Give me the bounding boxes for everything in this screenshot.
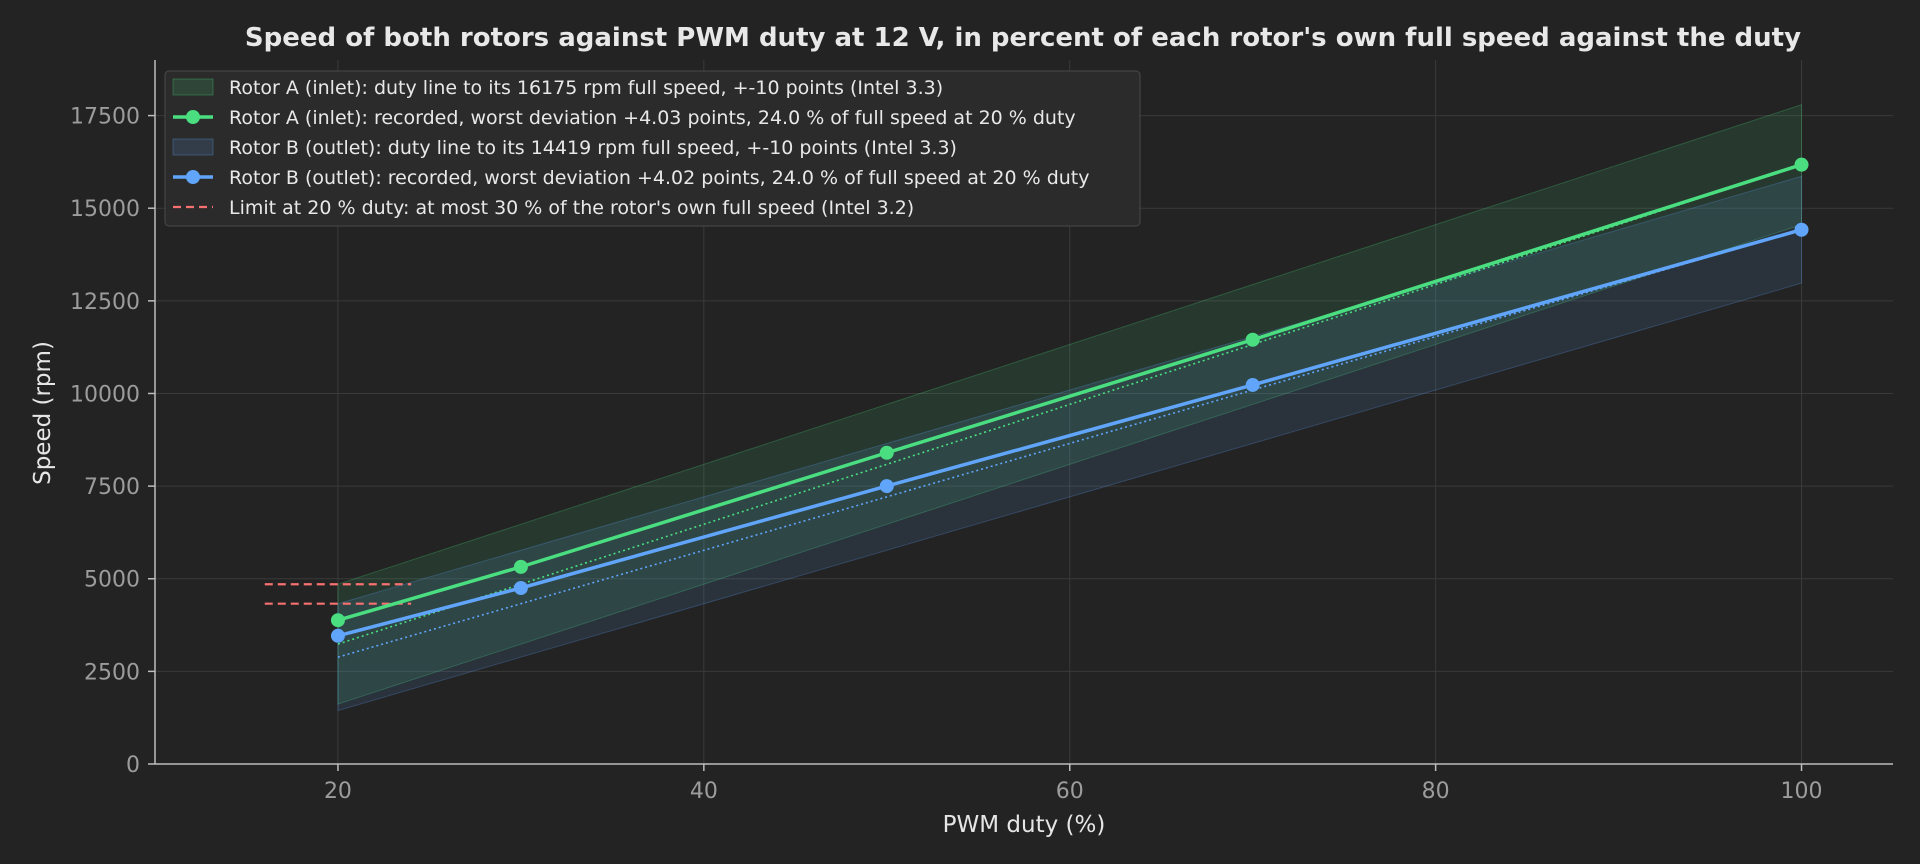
series-1-point — [1794, 157, 1809, 172]
y-tick-label: 15000 — [70, 197, 140, 222]
legend-swatch-band — [172, 138, 214, 156]
series-2-point — [879, 479, 894, 494]
y-tick-label: 7500 — [84, 475, 140, 500]
y-tick-label: 0 — [126, 753, 140, 778]
duty-line-1 — [337, 163, 1802, 645]
series-2-point — [1794, 222, 1809, 237]
limit-lines — [264, 583, 412, 605]
legend-swatch-marker — [186, 170, 200, 184]
legend-label: Rotor B (outlet): recorded, worst deviat… — [229, 167, 1090, 189]
legend-label: Rotor A (inlet): recorded, worst deviati… — [229, 107, 1076, 129]
series-1-point — [879, 445, 894, 460]
chart-title: Speed of both rotors against PWM duty at… — [245, 23, 1801, 53]
legend-frame — [164, 70, 1141, 227]
series-1-point — [330, 613, 345, 628]
series-2-point — [330, 628, 345, 643]
x-tick-label: 20 — [324, 779, 352, 804]
legend-swatch-marker — [186, 110, 200, 124]
legend-label: Limit at 20 % duty: at most 30 % of the … — [229, 197, 914, 219]
x-tick-label: 100 — [1781, 779, 1823, 804]
x-ticks: 20 40 60 80 100 — [324, 764, 1823, 804]
duty-lines — [337, 163, 1802, 658]
series-2-point — [1245, 377, 1260, 392]
series-lines — [330, 157, 1809, 643]
y-tick-label: 2500 — [84, 660, 140, 685]
x-axis-label: PWM duty (%) — [943, 812, 1106, 838]
axes — [154, 60, 1893, 765]
x-tick-label: 60 — [1056, 779, 1084, 804]
legend-label: Rotor A (inlet): duty line to its 16175 … — [229, 77, 943, 99]
series-1-point — [1245, 332, 1260, 347]
y-axis-label: Speed (rpm) — [30, 341, 56, 485]
legend: Rotor A (inlet): duty line to its 16175 … — [164, 70, 1141, 227]
x-tick-label: 40 — [690, 779, 718, 804]
y-tick-label: 10000 — [70, 382, 140, 407]
y-tick-label: 17500 — [70, 105, 140, 130]
series-1-point — [513, 559, 528, 574]
y-tick-label: 5000 — [84, 568, 140, 593]
series-2-point — [513, 581, 528, 595]
legend-label: Rotor B (outlet): duty line to its 14419… — [229, 137, 957, 159]
y-tick-label: 12500 — [70, 290, 140, 315]
duty-line-2 — [337, 228, 1802, 658]
y-ticks: 0 2500 5000 7500 10000 12500 15000 17500 — [70, 105, 155, 778]
x-tick-label: 80 — [1422, 779, 1450, 804]
legend-swatch-band — [172, 78, 214, 96]
